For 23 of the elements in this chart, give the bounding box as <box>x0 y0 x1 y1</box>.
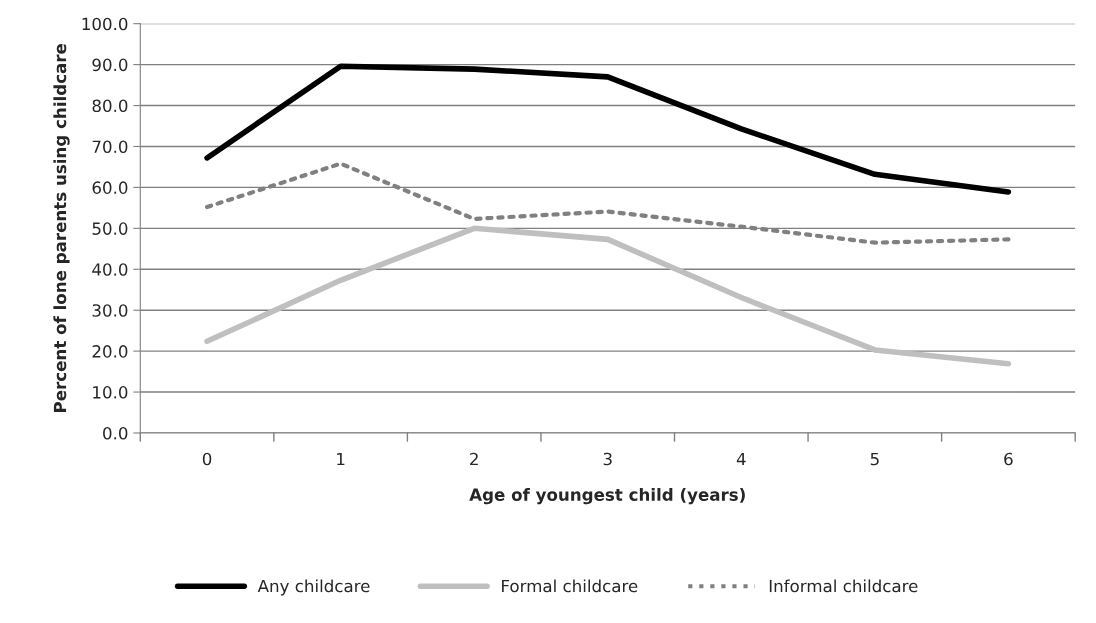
y-tick-label: 20.0 <box>92 345 128 358</box>
y-tick-label: 70.0 <box>92 140 128 154</box>
y-tick-label: 30.0 <box>92 304 128 317</box>
y-tick-label: 10.0 <box>93 386 128 399</box>
y-axis-title: Percent of lone parents using childcare <box>53 43 70 412</box>
x-tick-label: 1 <box>337 452 345 466</box>
x-tick-label: 4 <box>736 452 746 466</box>
legend-label: Informal childcare <box>769 579 918 593</box>
x-axis-title: Age of youngest child (years) <box>469 488 745 505</box>
legend-label: Formal childcare <box>502 579 638 593</box>
y-tick-label: 90.0 <box>92 58 128 72</box>
y-tick-label: 80.0 <box>92 99 128 113</box>
y-tick-label: 0.0 <box>103 426 128 440</box>
y-tick-label: 40.0 <box>92 263 128 276</box>
x-tick-label: 6 <box>1004 452 1013 466</box>
y-tick-label: 60.0 <box>92 181 128 194</box>
x-tick-label: 0 <box>202 452 212 466</box>
x-tick-label: 5 <box>870 452 879 466</box>
x-tick-label: 3 <box>603 452 612 466</box>
y-tick-label: 100.0 <box>82 17 128 31</box>
y-tick-label: 50.0 <box>92 222 128 235</box>
x-tick-label: 2 <box>470 452 478 466</box>
legend-label: Any childcare <box>257 579 370 596</box>
